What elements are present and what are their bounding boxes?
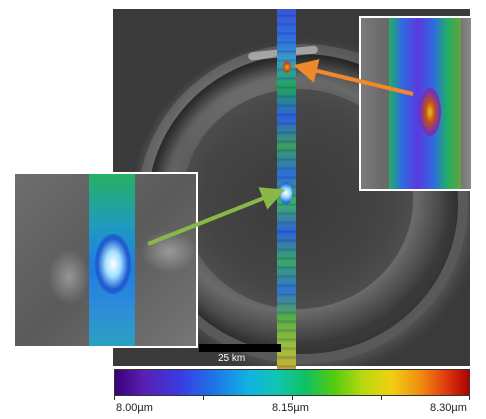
- colorbar-label-min: 8.00µm: [116, 402, 153, 414]
- inset-top-right: [359, 16, 473, 191]
- colorbar-tick-left: [114, 396, 115, 400]
- colorbar-tick-right: [469, 396, 470, 400]
- colorbar-label-mid: 8.15µm: [272, 402, 309, 414]
- colorbar-tick-mid1: [203, 396, 204, 400]
- scale-bar: [199, 344, 281, 352]
- colorbar-tick-mid2: [381, 396, 382, 400]
- spectral-swath-strip: [277, 9, 296, 369]
- colorbar: [114, 369, 470, 396]
- hotspot-central: [280, 181, 292, 205]
- inset-left: [13, 172, 198, 348]
- scale-bar-label: 25 km: [218, 353, 246, 364]
- hotspot-upper: [283, 61, 291, 73]
- colorbar-label-max: 8.30µm: [430, 402, 467, 414]
- inset-feature-left: [95, 234, 131, 294]
- colorbar-tick-center: [292, 396, 293, 400]
- inset-feature-top-right: [419, 88, 441, 136]
